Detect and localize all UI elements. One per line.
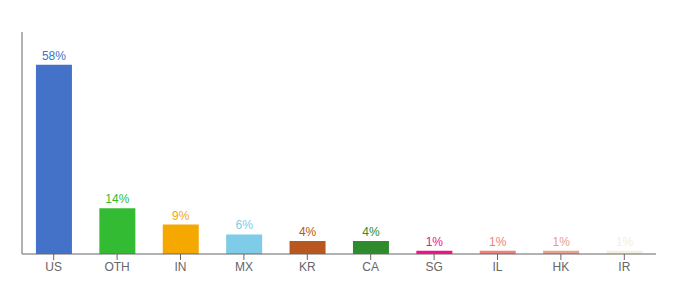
- svg-text:1%: 1%: [489, 235, 507, 249]
- svg-text:MX: MX: [235, 260, 253, 274]
- svg-text:HK: HK: [553, 260, 570, 274]
- svg-text:IR: IR: [618, 260, 630, 274]
- svg-text:CA: CA: [362, 260, 379, 274]
- svg-text:OTH: OTH: [104, 260, 129, 274]
- svg-text:KR: KR: [299, 260, 316, 274]
- svg-text:1%: 1%: [616, 235, 634, 249]
- svg-text:4%: 4%: [362, 225, 380, 239]
- svg-text:6%: 6%: [235, 218, 253, 232]
- svg-text:IN: IN: [175, 260, 187, 274]
- svg-text:IL: IL: [492, 260, 502, 274]
- svg-text:58%: 58%: [42, 49, 66, 63]
- svg-text:14%: 14%: [105, 192, 129, 206]
- svg-text:US: US: [45, 260, 62, 274]
- svg-text:1%: 1%: [426, 235, 444, 249]
- svg-text:SG: SG: [425, 260, 442, 274]
- svg-text:9%: 9%: [172, 209, 190, 223]
- svg-text:4%: 4%: [299, 225, 317, 239]
- svg-text:1%: 1%: [552, 235, 570, 249]
